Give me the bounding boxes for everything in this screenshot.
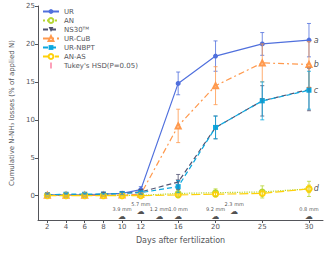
svg-text:Cumulative N-NH₃ losses (% of: Cumulative N-NH₃ losses (% of applied N) (8, 40, 16, 186)
svg-text:12: 12 (136, 223, 145, 231)
svg-text:UR-CuB: UR-CuB (64, 35, 91, 43)
svg-text:3.9 mm: 3.9 mm (112, 206, 131, 212)
svg-text:10: 10 (26, 116, 35, 124)
svg-text:☁: ☁ (212, 212, 220, 221)
svg-text:25: 25 (26, 2, 35, 10)
svg-text:AN: AN (64, 17, 74, 25)
svg-text:Tukey's HSD(P=0.05): Tukey's HSD(P=0.05) (63, 62, 138, 70)
svg-text:c: c (314, 86, 319, 95)
svg-text:20: 20 (211, 223, 220, 231)
svg-text:1.0 mm: 1.0 mm (169, 206, 188, 212)
svg-text:1.2 mm: 1.2 mm (150, 206, 169, 212)
svg-text:8: 8 (101, 223, 105, 231)
svg-text:15: 15 (26, 78, 35, 86)
svg-text:25: 25 (258, 223, 267, 231)
svg-text:2.3 mm: 2.3 mm (225, 201, 244, 207)
svg-text:b: b (314, 60, 319, 69)
svg-text:30: 30 (305, 223, 314, 231)
svg-text:2: 2 (45, 223, 49, 231)
svg-text:5.7 mm: 5.7 mm (131, 201, 150, 207)
svg-text:Days after fertilization: Days after fertilization (136, 236, 225, 245)
svg-text:a: a (314, 36, 319, 45)
svg-text:16: 16 (174, 223, 183, 231)
svg-text:UR-NBPT: UR-NBPT (64, 44, 95, 52)
svg-text:9.2 mm: 9.2 mm (206, 206, 225, 212)
svg-text:6: 6 (82, 223, 87, 231)
svg-text:☁: ☁ (137, 207, 145, 216)
svg-text:0.8 mm: 0.8 mm (299, 206, 318, 212)
svg-text:d: d (314, 184, 320, 193)
svg-text:☁: ☁ (305, 212, 313, 221)
svg-text:5: 5 (31, 154, 35, 162)
svg-text:UR: UR (64, 8, 74, 16)
svg-text:☁: ☁ (230, 207, 238, 216)
svg-text:10: 10 (118, 223, 127, 231)
svg-text:AN-AS: AN-AS (64, 53, 86, 61)
svg-text:☁: ☁ (174, 212, 182, 221)
svg-text:4: 4 (64, 223, 69, 231)
svg-text:0: 0 (31, 192, 35, 200)
svg-text:☁: ☁ (118, 212, 126, 221)
svg-text:20: 20 (26, 40, 35, 48)
svg-text:NS30ᵀᴹ: NS30ᵀᴹ (64, 26, 89, 34)
svg-text:☁: ☁ (155, 212, 163, 221)
